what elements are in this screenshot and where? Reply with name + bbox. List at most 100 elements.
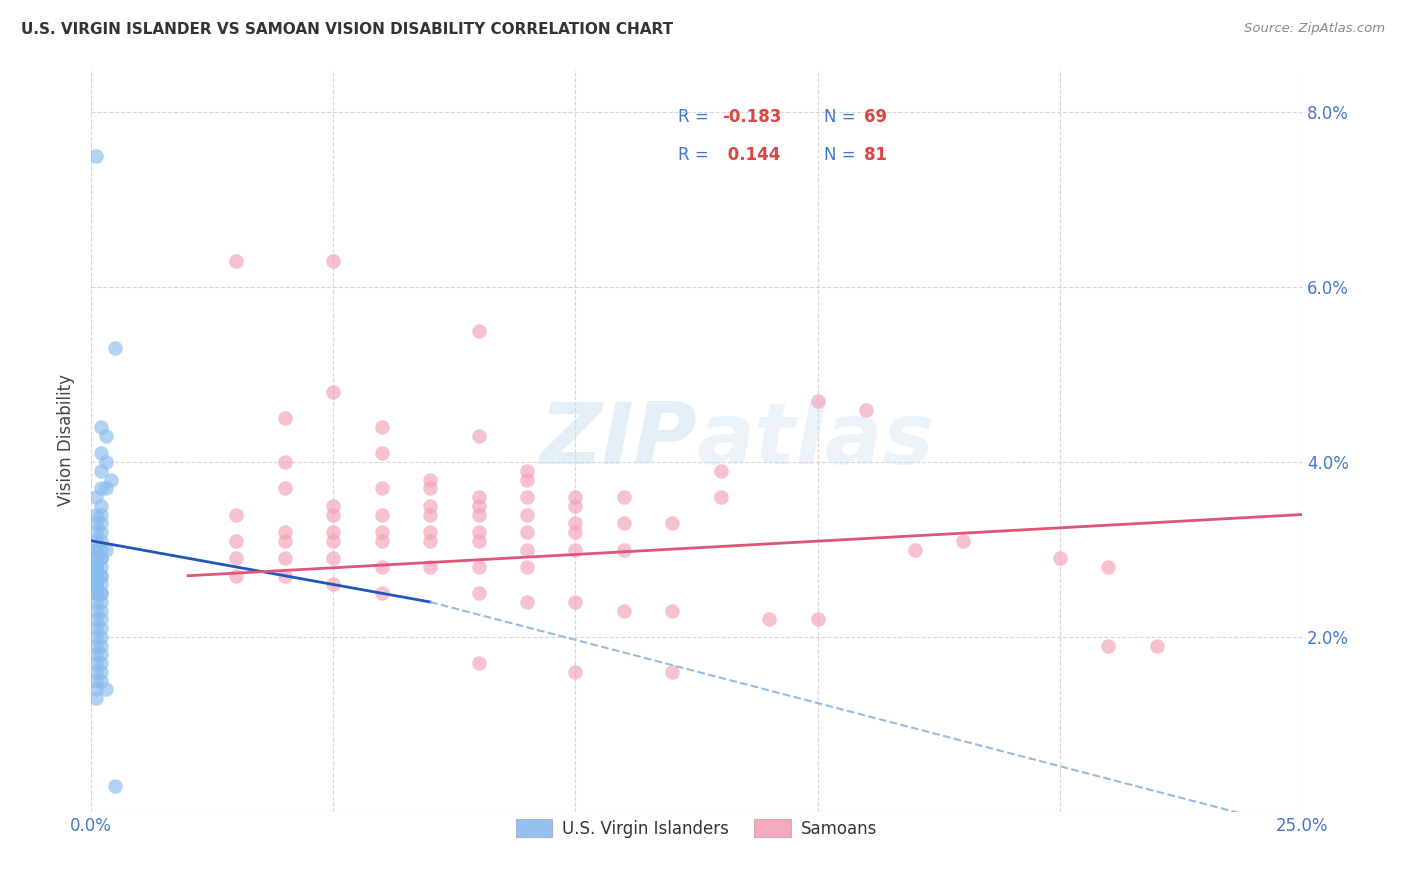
Point bbox=[516, 508, 538, 522]
Point bbox=[90, 612, 112, 626]
Point bbox=[274, 411, 297, 425]
Point bbox=[564, 499, 586, 513]
Point bbox=[710, 490, 733, 504]
Point bbox=[90, 586, 112, 600]
Point bbox=[1146, 639, 1168, 653]
Point bbox=[371, 481, 394, 495]
Point bbox=[84, 586, 107, 600]
Point bbox=[225, 568, 247, 582]
Point bbox=[322, 524, 344, 539]
Text: R =: R = bbox=[678, 108, 714, 126]
Point bbox=[613, 604, 636, 618]
Point bbox=[84, 630, 107, 644]
Point bbox=[84, 533, 107, 548]
Point bbox=[90, 533, 112, 548]
Point bbox=[371, 586, 394, 600]
Point bbox=[90, 524, 112, 539]
Point bbox=[710, 464, 733, 478]
Point bbox=[274, 455, 297, 469]
Point bbox=[1049, 551, 1071, 566]
Text: ZIP: ZIP bbox=[538, 399, 696, 482]
Point bbox=[84, 595, 107, 609]
Point bbox=[564, 490, 586, 504]
Point bbox=[371, 533, 394, 548]
Point bbox=[322, 385, 344, 400]
Point bbox=[371, 560, 394, 574]
Point bbox=[84, 621, 107, 635]
Point bbox=[90, 577, 112, 591]
Point bbox=[84, 149, 107, 163]
Point bbox=[371, 524, 394, 539]
Point bbox=[419, 499, 441, 513]
Point bbox=[807, 612, 830, 626]
Point bbox=[371, 420, 394, 434]
Point bbox=[84, 612, 107, 626]
Point bbox=[84, 577, 107, 591]
Point bbox=[94, 542, 117, 557]
Point bbox=[94, 455, 117, 469]
Point bbox=[419, 533, 441, 548]
Point bbox=[516, 490, 538, 504]
Text: U.S. VIRGIN ISLANDER VS SAMOAN VISION DISABILITY CORRELATION CHART: U.S. VIRGIN ISLANDER VS SAMOAN VISION DI… bbox=[21, 22, 673, 37]
Point bbox=[807, 393, 830, 408]
Point bbox=[467, 324, 489, 338]
Point bbox=[467, 524, 489, 539]
Point bbox=[274, 533, 297, 548]
Point bbox=[516, 560, 538, 574]
Point bbox=[467, 508, 489, 522]
Point bbox=[467, 499, 489, 513]
Point bbox=[322, 499, 344, 513]
Point bbox=[90, 499, 112, 513]
Point bbox=[90, 586, 112, 600]
Point bbox=[90, 542, 112, 557]
Point bbox=[84, 542, 107, 557]
Point bbox=[90, 560, 112, 574]
Point bbox=[84, 682, 107, 697]
Point bbox=[613, 516, 636, 531]
Point bbox=[84, 568, 107, 582]
Point bbox=[322, 508, 344, 522]
Text: N =: N = bbox=[824, 146, 860, 164]
Point bbox=[322, 577, 344, 591]
Point bbox=[419, 524, 441, 539]
Point bbox=[419, 560, 441, 574]
Point bbox=[84, 490, 107, 504]
Point bbox=[84, 604, 107, 618]
Point bbox=[90, 551, 112, 566]
Point bbox=[564, 524, 586, 539]
Point bbox=[84, 586, 107, 600]
Text: Source: ZipAtlas.com: Source: ZipAtlas.com bbox=[1244, 22, 1385, 36]
Point bbox=[84, 639, 107, 653]
Point bbox=[225, 508, 247, 522]
Point bbox=[516, 595, 538, 609]
Point bbox=[90, 481, 112, 495]
Text: R =: R = bbox=[678, 146, 714, 164]
Point bbox=[1097, 560, 1119, 574]
Point bbox=[90, 604, 112, 618]
Point bbox=[90, 595, 112, 609]
Point bbox=[84, 568, 107, 582]
Point bbox=[84, 577, 107, 591]
Point bbox=[90, 665, 112, 679]
Point bbox=[467, 533, 489, 548]
Point bbox=[84, 673, 107, 688]
Legend: U.S. Virgin Islanders, Samoans: U.S. Virgin Islanders, Samoans bbox=[509, 813, 884, 845]
Point bbox=[516, 464, 538, 478]
Point bbox=[84, 524, 107, 539]
Point bbox=[90, 568, 112, 582]
Point bbox=[322, 533, 344, 548]
Point bbox=[84, 691, 107, 706]
Point bbox=[90, 673, 112, 688]
Point bbox=[84, 508, 107, 522]
Point bbox=[84, 560, 107, 574]
Point bbox=[467, 586, 489, 600]
Point bbox=[661, 516, 683, 531]
Point bbox=[90, 568, 112, 582]
Point bbox=[84, 657, 107, 671]
Point bbox=[419, 481, 441, 495]
Point bbox=[661, 665, 683, 679]
Point bbox=[90, 551, 112, 566]
Point bbox=[84, 560, 107, 574]
Point bbox=[90, 630, 112, 644]
Point bbox=[758, 612, 780, 626]
